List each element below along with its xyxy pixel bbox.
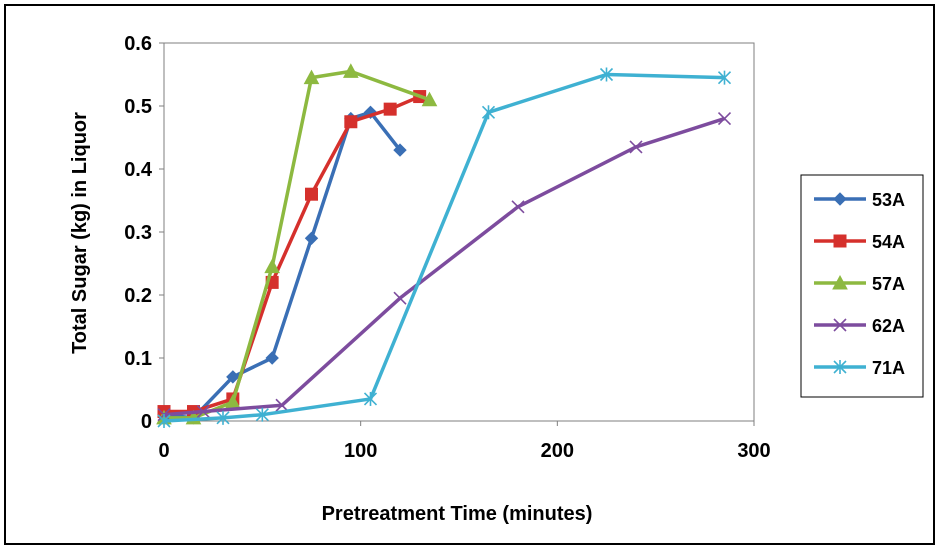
data-point: [344, 115, 358, 129]
data-point: [629, 140, 643, 154]
legend: 53A 54A 57A 62A 71A: [800, 174, 924, 398]
series-54A: [157, 90, 427, 419]
legend-swatch-marker: [833, 318, 847, 332]
data-point: [157, 414, 171, 428]
legend-swatch-marker: [833, 192, 847, 206]
x-tick-label: 100: [344, 440, 377, 462]
data-point: [481, 105, 496, 120]
y-axis-label: Total Sugar (kg) in Liquor: [69, 112, 91, 354]
data-point: [421, 91, 438, 107]
data-point: [303, 69, 320, 85]
data-point: [717, 112, 732, 126]
data-point: [511, 200, 525, 214]
data-point: [275, 398, 289, 412]
legend-item-54A: 54A: [814, 232, 905, 252]
chart-frame: 0 0.1 0.2 0.3 0.4 0.5 0.6 0 100 200 300 Pretreatme…: [4, 4, 935, 545]
y-tick-label: 0.3: [124, 222, 152, 244]
y-tick-label: 0.2: [124, 285, 152, 307]
data-point: [383, 102, 397, 116]
y-tick-label: 0.5: [124, 96, 152, 118]
data-point: [393, 143, 407, 157]
legend-item-62A: 62A: [814, 316, 905, 336]
series-layer: [156, 63, 732, 428]
x-tick-label: 0: [158, 440, 169, 462]
series-line: [164, 69, 431, 420]
series-53A: [157, 105, 407, 425]
x-tick-label: 200: [541, 440, 574, 462]
data-point: [363, 391, 378, 406]
series-line: [164, 94, 421, 414]
x-tick-label: 300: [737, 440, 770, 462]
data-point: [342, 63, 359, 78]
data-point: [255, 407, 269, 422]
legend-swatch-marker: [833, 360, 847, 374]
y-tick-label: 0.6: [124, 33, 152, 55]
legend-label: 71A: [872, 358, 905, 378]
data-point: [264, 258, 281, 274]
series-line: [163, 110, 402, 420]
data-point: [393, 291, 407, 305]
legend-swatch-marker: [833, 234, 847, 248]
legend-label: 54A: [872, 232, 905, 252]
legend-item-71A: 71A: [814, 358, 905, 378]
legend-label: 62A: [872, 316, 905, 336]
x-axis-label: Pretreatment Time (minutes): [322, 503, 593, 525]
series-57A: [156, 63, 438, 425]
data-point: [599, 67, 614, 82]
series-71A: [157, 67, 732, 428]
axes: 0 0.1 0.2 0.3 0.4 0.5 0.6 0 100 200 300: [124, 33, 771, 462]
legend-swatch-marker: [832, 274, 848, 290]
data-point: [305, 187, 318, 201]
data-point: [196, 404, 210, 419]
y-tick-label: 0.1: [124, 348, 152, 370]
data-point: [304, 231, 319, 246]
legend-item-53A: 53A: [814, 190, 905, 210]
data-point: [717, 70, 732, 85]
plot-area-border: [163, 42, 755, 422]
legend-box: [800, 174, 924, 398]
data-point: [265, 351, 279, 365]
data-point: [216, 410, 230, 425]
series-62A: [157, 112, 732, 422]
y-tick-label: 0: [141, 411, 152, 433]
line-chart: 0 0.1 0.2 0.3 0.4 0.5 0.6 0 100 200 300 Pretreatme…: [69, 33, 924, 525]
legend-label: 57A: [872, 274, 905, 294]
legend-item-57A: 57A: [814, 274, 905, 294]
data-point: [226, 370, 240, 384]
legend-label: 53A: [872, 190, 905, 210]
y-tick-label: 0.4: [124, 159, 153, 181]
